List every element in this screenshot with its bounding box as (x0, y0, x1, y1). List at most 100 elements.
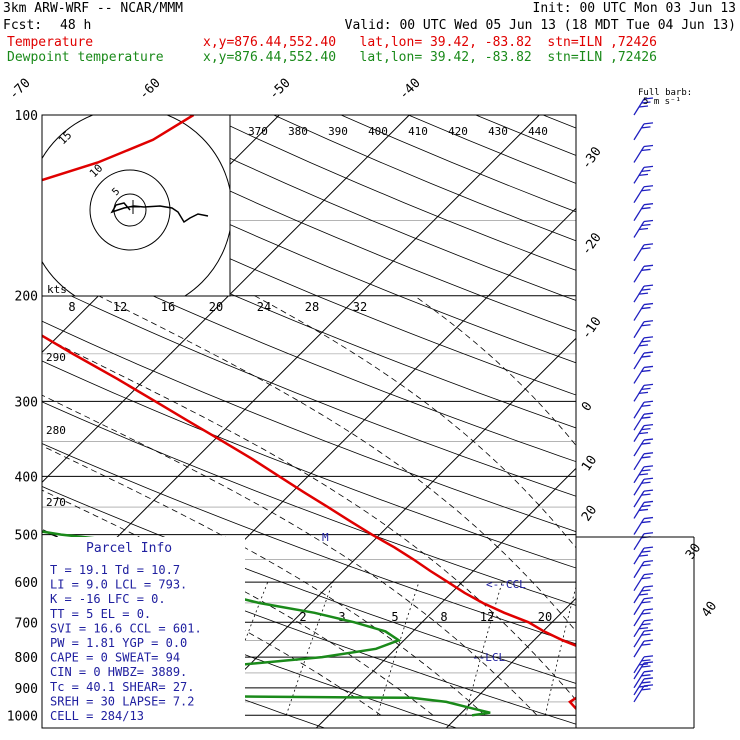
wind-barb-staff (633, 640, 645, 658)
wind-barb-flag (641, 247, 651, 250)
wind-barb-flag (641, 589, 651, 592)
wind-barb (633, 243, 654, 262)
dry-adiabat-320 (42, 401, 576, 606)
mixing-ratio-line-8 (465, 581, 503, 716)
isotherm-label-top: -60 (137, 76, 164, 103)
wind-barb-flag (643, 302, 654, 306)
mixing-ratio-label: 3 (338, 610, 345, 624)
parcel-info-row: CAPE = 0 SWEAT= 94 (50, 651, 180, 665)
wind-barb-flag (643, 629, 654, 632)
wind-barb-flag (643, 400, 654, 403)
barb-note: 5 m s⁻¹ (643, 97, 681, 107)
parcel-info-row: Tc = 40.1 SHEAR= 27. (50, 680, 195, 694)
wind-barb (633, 573, 654, 592)
wind-barb (633, 383, 654, 402)
wind-barb (633, 400, 654, 419)
pressure-label-700: 700 (15, 616, 38, 631)
isotherm-label-right: 20 (579, 503, 600, 524)
wind-barb-flag (643, 677, 654, 680)
wind-barb-flag (643, 684, 654, 687)
wind-barb-staff (633, 146, 645, 163)
mixing-ratio-label: 5 (391, 610, 398, 624)
wind-barb-flag (643, 516, 654, 520)
wind-barb-flag (641, 577, 651, 580)
wind-barb (633, 97, 654, 116)
dry-adiabat-460 (475, 115, 576, 156)
ccl-marker: <--CCL (486, 578, 526, 591)
wind-barb-flag (641, 207, 651, 210)
moist-adiabat-label: 8 (68, 300, 75, 314)
wind-barb-staff (633, 186, 645, 204)
theta-label: 410 (408, 125, 428, 138)
isotherm--10 (185, 337, 576, 728)
pressure-label-600: 600 (15, 576, 38, 591)
wind-barb-staff (633, 244, 645, 262)
wind-barb-staff (633, 671, 645, 689)
wind-barb (633, 670, 654, 689)
wind-barb-flag (641, 681, 651, 684)
wind-barb (633, 203, 654, 222)
wind-barb-flag (643, 412, 654, 415)
parcel-info-box (42, 537, 245, 728)
wind-barb-flag (638, 391, 649, 395)
theta-label: 400 (368, 125, 388, 138)
wind-barb-flag (641, 504, 651, 508)
wind-barb-flag (641, 306, 651, 310)
wind-barb-flag (643, 351, 654, 354)
wind-barb-staff (633, 478, 645, 496)
wind-barb (633, 452, 654, 471)
dry-adiabat-390 (42, 134, 576, 364)
wind-barb (633, 500, 654, 519)
wind-barb-flag (643, 185, 654, 188)
wind-barb-staff (633, 204, 645, 222)
mixing-ratio-label: 12 (480, 610, 494, 624)
moist-adiabat-label: 32 (353, 300, 367, 314)
wind-barb-staff (633, 685, 645, 703)
moist-adiabat-24 (98, 295, 576, 632)
wind-barb-flag (641, 665, 651, 668)
theta-left-label: 270 (46, 496, 66, 509)
pressure-label-500: 500 (15, 529, 38, 544)
wind-barb (633, 336, 654, 355)
theta-left-label: 280 (46, 424, 66, 437)
wind-barb-flag (641, 550, 651, 553)
wind-barb-flag (641, 623, 651, 626)
wind-barb-flag (643, 97, 654, 100)
wind-barb-staff (633, 321, 645, 339)
wind-barb-flag (643, 619, 654, 622)
wind-barb-flag (643, 661, 654, 664)
wind-barb-staff (633, 352, 645, 370)
dewpoint-location: x,y=876.44,552.40 lat,lon= 39.42, -83.82… (203, 50, 657, 65)
wind-barb-flag (641, 564, 651, 567)
wind-barb (633, 185, 654, 204)
parcel-info-row: K = -16 LFC = 0. (50, 592, 166, 606)
temperature-location: x,y=876.44,552.40 lat,lon= 39.42, -83.82… (203, 35, 657, 50)
wind-barb (633, 489, 654, 508)
dry-adiabat-420 (206, 115, 576, 271)
isotherm-20 (575, 727, 576, 728)
wind-barb (633, 144, 654, 163)
wind-barb-staff (633, 561, 645, 579)
wind-barb-flag (641, 223, 651, 227)
parcel-info-row: LI = 9.0 LCL = 793. (50, 578, 187, 592)
valid-time: Valid: 00 UTC Wed 05 Jun 13 (18 MDT Tue … (344, 18, 736, 33)
wind-barb (633, 608, 654, 627)
wind-barb-flag (641, 189, 651, 192)
wind-barb-flag (641, 416, 651, 419)
dry-adiabat-430 (273, 115, 576, 242)
wind-barb-flag (643, 608, 654, 611)
wind-barb (633, 412, 654, 431)
wind-barb-flag (641, 674, 651, 677)
wind-barb (633, 560, 654, 579)
theta-label: 440 (528, 125, 548, 138)
wind-barb-flag (643, 243, 654, 246)
wind-barb-flag (641, 520, 651, 524)
wind-barb-flag (643, 465, 654, 468)
lcl-marker: --LCL (472, 651, 505, 664)
wind-barb-flag (643, 423, 654, 427)
wind-barb-flag (643, 546, 654, 549)
wind-barb-flag (643, 477, 654, 480)
dewpoint-legend-label: Dewpoint temperature (7, 50, 164, 65)
wind-barb-flag (643, 203, 654, 206)
